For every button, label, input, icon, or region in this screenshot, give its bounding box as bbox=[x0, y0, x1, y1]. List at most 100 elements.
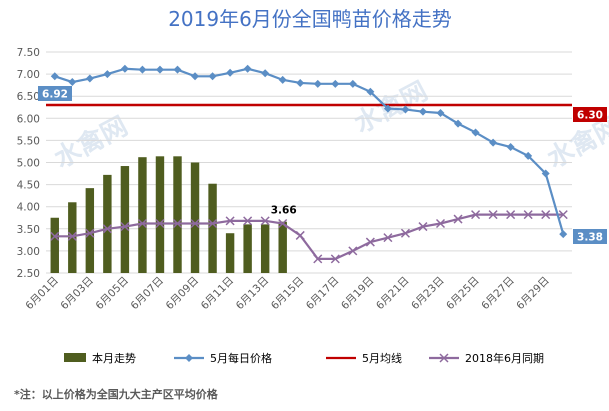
x-tick-label: 6月19日 bbox=[339, 275, 377, 313]
bar bbox=[138, 157, 147, 273]
label-may-first: 6.92 bbox=[42, 89, 68, 101]
y-tick-label: 7.00 bbox=[17, 69, 40, 81]
legend-label: 5月每日价格 bbox=[210, 351, 272, 365]
x-tick-label: 6月13日 bbox=[234, 275, 272, 313]
point-may bbox=[506, 143, 515, 152]
point-may bbox=[366, 87, 375, 96]
bar bbox=[85, 188, 95, 273]
point-2018 bbox=[418, 222, 428, 232]
point-may bbox=[120, 64, 129, 73]
point-may bbox=[191, 72, 200, 81]
point-may bbox=[208, 72, 217, 81]
bar bbox=[50, 217, 59, 273]
x-tick-label: 6月01日 bbox=[23, 275, 61, 313]
bar bbox=[103, 174, 112, 273]
point-may bbox=[50, 72, 59, 81]
point-2018 bbox=[295, 230, 305, 240]
line-series bbox=[46, 64, 572, 264]
point-2018 bbox=[102, 224, 112, 234]
point-2018 bbox=[85, 228, 95, 238]
point-2018 bbox=[383, 233, 393, 243]
point-may bbox=[138, 65, 147, 74]
bar bbox=[173, 156, 182, 273]
bar bbox=[225, 233, 235, 273]
label-may-first-box bbox=[38, 86, 72, 101]
point-2018 bbox=[155, 218, 165, 229]
point-2018 bbox=[365, 237, 375, 247]
x-tick-label: 6月21日 bbox=[374, 275, 412, 313]
point-may bbox=[436, 108, 445, 117]
point-may bbox=[68, 78, 77, 87]
point-may bbox=[559, 230, 568, 239]
point-2018 bbox=[488, 210, 498, 220]
point-may bbox=[155, 65, 164, 74]
label-average: 6.30 bbox=[577, 110, 603, 122]
label-may-last: 3.38 bbox=[577, 232, 603, 244]
point-2018 bbox=[453, 214, 463, 224]
point-may bbox=[383, 104, 392, 113]
point-2018 bbox=[558, 210, 568, 220]
point-2018 bbox=[208, 218, 218, 229]
bar bbox=[278, 221, 287, 273]
bar-series bbox=[50, 156, 287, 273]
legend-label: 2018年6月同期 bbox=[465, 351, 544, 365]
legend-marker bbox=[439, 353, 449, 363]
point-2018 bbox=[506, 210, 516, 220]
point-2018 bbox=[120, 222, 130, 232]
y-tick-label: 7.50 bbox=[17, 47, 40, 59]
point-may bbox=[331, 79, 340, 88]
point-2018 bbox=[348, 246, 358, 256]
watermark-text: 水禽网 bbox=[49, 110, 132, 174]
point-2018 bbox=[435, 218, 446, 229]
point-may bbox=[524, 151, 533, 160]
y-tick-label: 5.50 bbox=[17, 135, 40, 147]
x-tick-label: 6月11日 bbox=[199, 275, 237, 313]
legend-label: 本月走势 bbox=[92, 351, 136, 365]
point-may bbox=[401, 105, 410, 114]
y-tick-label: 4.50 bbox=[17, 180, 40, 192]
point-may bbox=[226, 68, 235, 77]
legend-label: 5月均线 bbox=[362, 351, 402, 365]
bar bbox=[120, 166, 130, 273]
y-tick-label: 5.00 bbox=[17, 158, 40, 170]
series-line-may bbox=[54, 67, 565, 235]
point-2018 bbox=[400, 228, 410, 238]
point-may bbox=[243, 64, 252, 73]
point-2018 bbox=[278, 218, 288, 229]
point-may bbox=[278, 75, 287, 84]
chart-title: 2019年6月份全国鸭苗价格走势 bbox=[168, 7, 452, 31]
bar bbox=[208, 183, 217, 273]
point-2018 bbox=[471, 210, 481, 220]
y-tick-label: 4.00 bbox=[17, 202, 40, 214]
point-may bbox=[348, 79, 357, 88]
data-labels: 6.92 6.30 3.38 3.66 bbox=[38, 86, 607, 244]
point-2018 bbox=[330, 254, 340, 264]
point-2018 bbox=[67, 231, 77, 241]
bar bbox=[190, 162, 200, 273]
footnote: *注：以上价格为全国九大主产区平均价格 bbox=[14, 387, 219, 401]
point-may bbox=[471, 128, 480, 137]
x-tick-label: 6月17日 bbox=[304, 275, 342, 313]
x-tick-label: 6月03日 bbox=[58, 275, 96, 313]
x-tick-label: 6月15日 bbox=[269, 275, 307, 313]
point-may bbox=[454, 119, 463, 128]
point-may bbox=[173, 65, 182, 74]
label-may-last-box bbox=[573, 229, 607, 244]
series-line-2018 bbox=[54, 213, 564, 260]
y-axis: 7.50 7.00 6.50 6.00 5.50 5.00 4.50 4.00 3.50 3.00… bbox=[17, 47, 40, 280]
point-2018 bbox=[243, 216, 253, 226]
bar bbox=[243, 224, 252, 273]
y-tick-label: 2.50 bbox=[17, 268, 40, 280]
point-may bbox=[489, 138, 498, 147]
x-tick-label: 6月23日 bbox=[409, 275, 447, 313]
point-2018 bbox=[190, 218, 200, 229]
point-may bbox=[418, 107, 427, 116]
x-tick-label: 6月07日 bbox=[129, 275, 167, 313]
y-tick-label: 3.00 bbox=[17, 246, 40, 258]
point-2018 bbox=[225, 216, 235, 226]
watermark-text: 水禽网 bbox=[349, 75, 432, 139]
point-2018 bbox=[260, 216, 270, 226]
x-tick-label: 6月29日 bbox=[514, 275, 552, 313]
point-2018 bbox=[313, 254, 323, 264]
